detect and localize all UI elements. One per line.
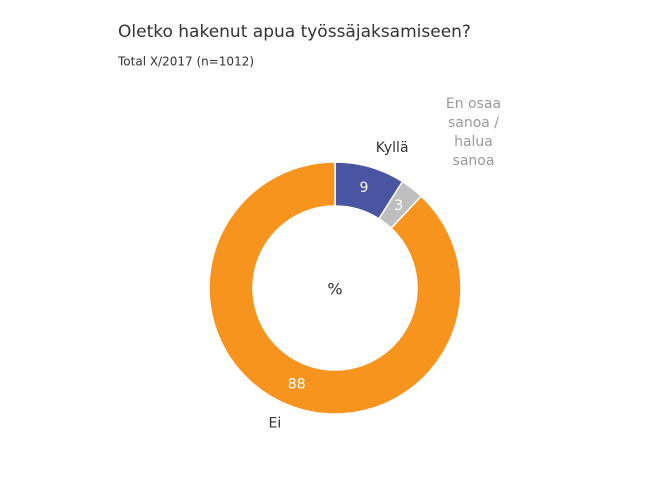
chart-subtitle: Total X/2017 (n=1012) bbox=[117, 55, 254, 69]
value-label: 88 bbox=[288, 377, 306, 393]
donut-slice bbox=[208, 161, 462, 415]
chart-title: Oletko hakenut apua työssäjaksamiseen? bbox=[118, 22, 471, 42]
value-label: 3 bbox=[394, 198, 403, 214]
value-label: 9 bbox=[360, 180, 369, 196]
category-label: Kyllä bbox=[376, 140, 409, 156]
category-label: En osaa sanoa / halua sanoa bbox=[445, 95, 502, 169]
category-label: Ei bbox=[269, 416, 282, 432]
center-label: % bbox=[327, 280, 342, 299]
